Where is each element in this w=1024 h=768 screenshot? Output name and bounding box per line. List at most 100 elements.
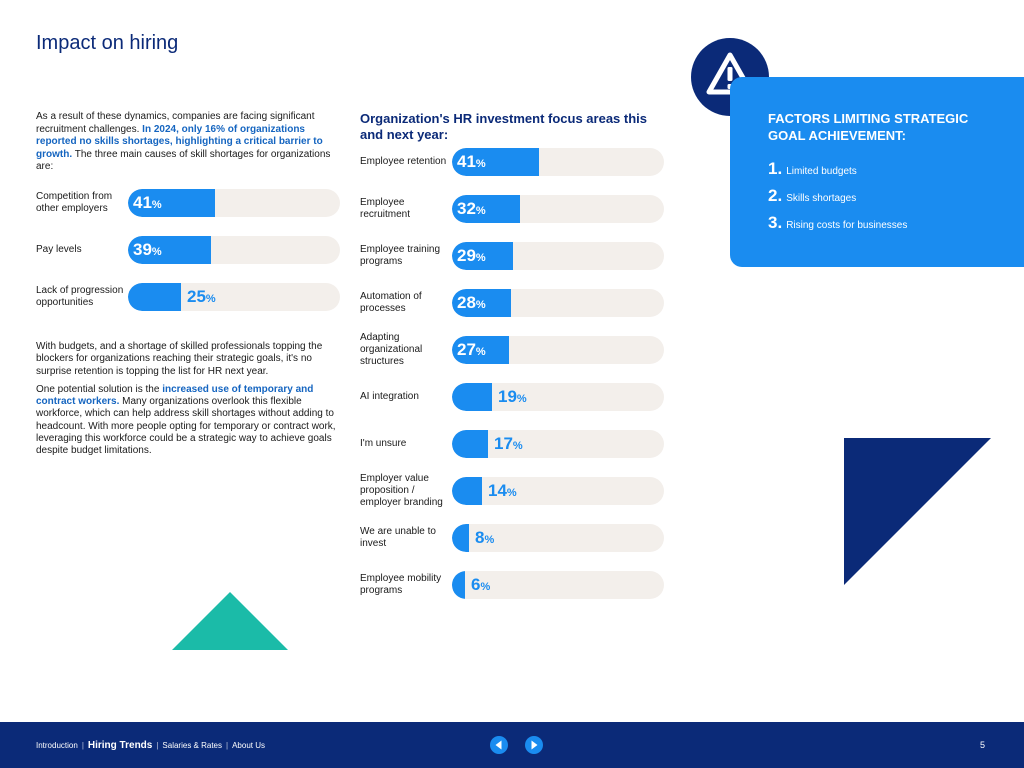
percent-sign: %: [475, 252, 486, 264]
bar-row: Pay levels 39%: [36, 236, 340, 264]
percent-sign: %: [475, 205, 486, 217]
bar-value: 19: [498, 387, 517, 406]
page-title: Impact on hiring: [36, 32, 179, 54]
factors-title: FACTORS LIMITING STRATEGIC GOAL ACHIEVEM…: [768, 111, 969, 143]
factor-item: 1. Limited budgets: [768, 159, 907, 186]
bar-track: 39%: [128, 236, 340, 264]
footer-bar: Introduction | Hiring Trends | Salaries …: [0, 722, 1024, 768]
bar-value: 28: [457, 293, 476, 312]
bar-fill: [452, 336, 509, 364]
bar-value: 27: [457, 340, 476, 359]
bar-row: Adapting organizational structures 27%: [360, 332, 664, 367]
percent-sign: %: [484, 534, 495, 546]
bar-track: 25%: [128, 283, 340, 311]
bar-track: 29%: [452, 242, 664, 270]
bar-fill: [452, 383, 492, 411]
bar-row: We are unable to invest 8%: [360, 524, 664, 552]
factor-text: Limited budgets: [786, 166, 857, 177]
percent-sign: %: [516, 393, 527, 405]
bar-value-label: 39%: [133, 236, 162, 264]
bar-fill: [452, 195, 520, 223]
bar-label: Adapting organizational structures: [360, 332, 423, 367]
body-p2-highlight: increased use of temporary and contract …: [36, 383, 314, 408]
percent-sign: %: [475, 346, 486, 358]
bar-row: Employee recruitment 32%: [360, 195, 664, 223]
bar-value: 32: [457, 199, 476, 218]
bar-track: 17%: [452, 430, 664, 458]
page-number: 5: [980, 740, 986, 750]
bar-value-label: 17%: [494, 430, 523, 458]
nav-separator: |: [156, 740, 159, 750]
bar-label: We are unable to invest: [360, 526, 436, 549]
bar-fill: [452, 477, 482, 505]
bar-label: Employer value proposition / employer br…: [360, 473, 443, 508]
bar-track: 32%: [452, 195, 664, 223]
factor-number: 3.: [768, 213, 783, 232]
bar-fill: [452, 289, 511, 317]
bar-track: 8%: [452, 524, 664, 552]
bar-row: Employee mobility programs 6%: [360, 571, 664, 599]
percent-sign: %: [475, 158, 486, 170]
bar-value: 17: [494, 434, 513, 453]
bar-value: 6: [471, 575, 481, 594]
bar-row: Employee training programs 29%: [360, 242, 664, 270]
factor-text: Rising costs for businesses: [786, 220, 908, 231]
bar-row: Lack of progression opportunities 25%: [36, 283, 340, 311]
bar-fill: [452, 430, 488, 458]
bar-fill: [128, 189, 215, 217]
bar-track: 27%: [452, 336, 664, 364]
percent-sign: %: [506, 487, 517, 499]
bar-fill: [128, 283, 181, 311]
bar-value-label: 27%: [457, 336, 486, 364]
bar-value: 8: [475, 528, 485, 547]
intro-part2: The three main causes of skill shortages…: [36, 148, 331, 173]
factors-list: 1. Limited budgets 2. Skills shortages 3. R…: [768, 159, 907, 240]
factor-number: 2.: [768, 186, 783, 205]
bar-row: Employer value proposition / employer br…: [360, 473, 664, 508]
intro-highlight: In 2024, only 16% of organizations repor…: [36, 123, 323, 160]
body-paragraph-1: With budgets, and a shortage of skilled …: [36, 341, 323, 377]
percent-sign: %: [151, 199, 162, 211]
bar-row: Employee retention 41%: [360, 148, 664, 176]
bar-label: Employee mobility programs: [360, 573, 442, 596]
bar-value-label: 6%: [471, 571, 490, 599]
footer-nav: Introduction | Hiring Trends | Salaries …: [36, 722, 265, 768]
body-paragraph-2: One potential solution is the increased …: [36, 384, 338, 458]
bar-row: Automation of processes 28%: [360, 289, 664, 317]
bar-row: Competition from other employers 41%: [36, 189, 340, 217]
nav-link-hiring-trends[interactable]: Hiring Trends: [87, 739, 153, 751]
prev-page-button[interactable]: [490, 736, 508, 754]
factors-panel: FACTORS LIMITING STRATEGIC GOAL ACHIEVEM…: [730, 77, 1024, 267]
bar-label: I'm unsure: [360, 438, 407, 449]
bar-track: 19%: [452, 383, 664, 411]
percent-sign: %: [205, 293, 216, 305]
bar-fill: [452, 524, 469, 552]
intro-text: As a result of these dynamics, companies…: [36, 111, 336, 174]
arrow-right-icon: [531, 740, 538, 750]
percent-sign: %: [151, 246, 162, 258]
bar-track: 41%: [128, 189, 340, 217]
percent-sign: %: [480, 581, 491, 593]
nav-separator: |: [81, 740, 84, 750]
intro-part1: As a result of these dynamics, companies…: [36, 111, 315, 135]
bar-value: 14: [488, 481, 507, 500]
bar-label: Pay levels: [36, 244, 82, 255]
percent-sign: %: [512, 440, 523, 452]
bar-row: AI integration 19%: [360, 383, 664, 411]
nav-link-about-us[interactable]: About Us: [232, 740, 265, 750]
bar-label: AI integration: [360, 391, 419, 402]
bar-value-label: 19%: [498, 383, 527, 411]
arrow-left-icon: [495, 740, 502, 750]
factor-text: Skills shortages: [786, 193, 857, 204]
bar-value: 41: [457, 152, 476, 171]
nav-link-salaries-rates[interactable]: Salaries & Rates: [162, 740, 223, 750]
next-page-button[interactable]: [525, 736, 543, 754]
bar-value: 25: [187, 287, 206, 306]
bar-fill: [452, 148, 539, 176]
bar-fill: [452, 242, 513, 270]
bar-value-label: 25%: [187, 283, 216, 311]
bar-value-label: 8%: [475, 524, 494, 552]
bar-track: 28%: [452, 289, 664, 317]
nav-link-introduction[interactable]: Introduction: [36, 740, 78, 750]
bar-value-label: 32%: [457, 195, 486, 223]
